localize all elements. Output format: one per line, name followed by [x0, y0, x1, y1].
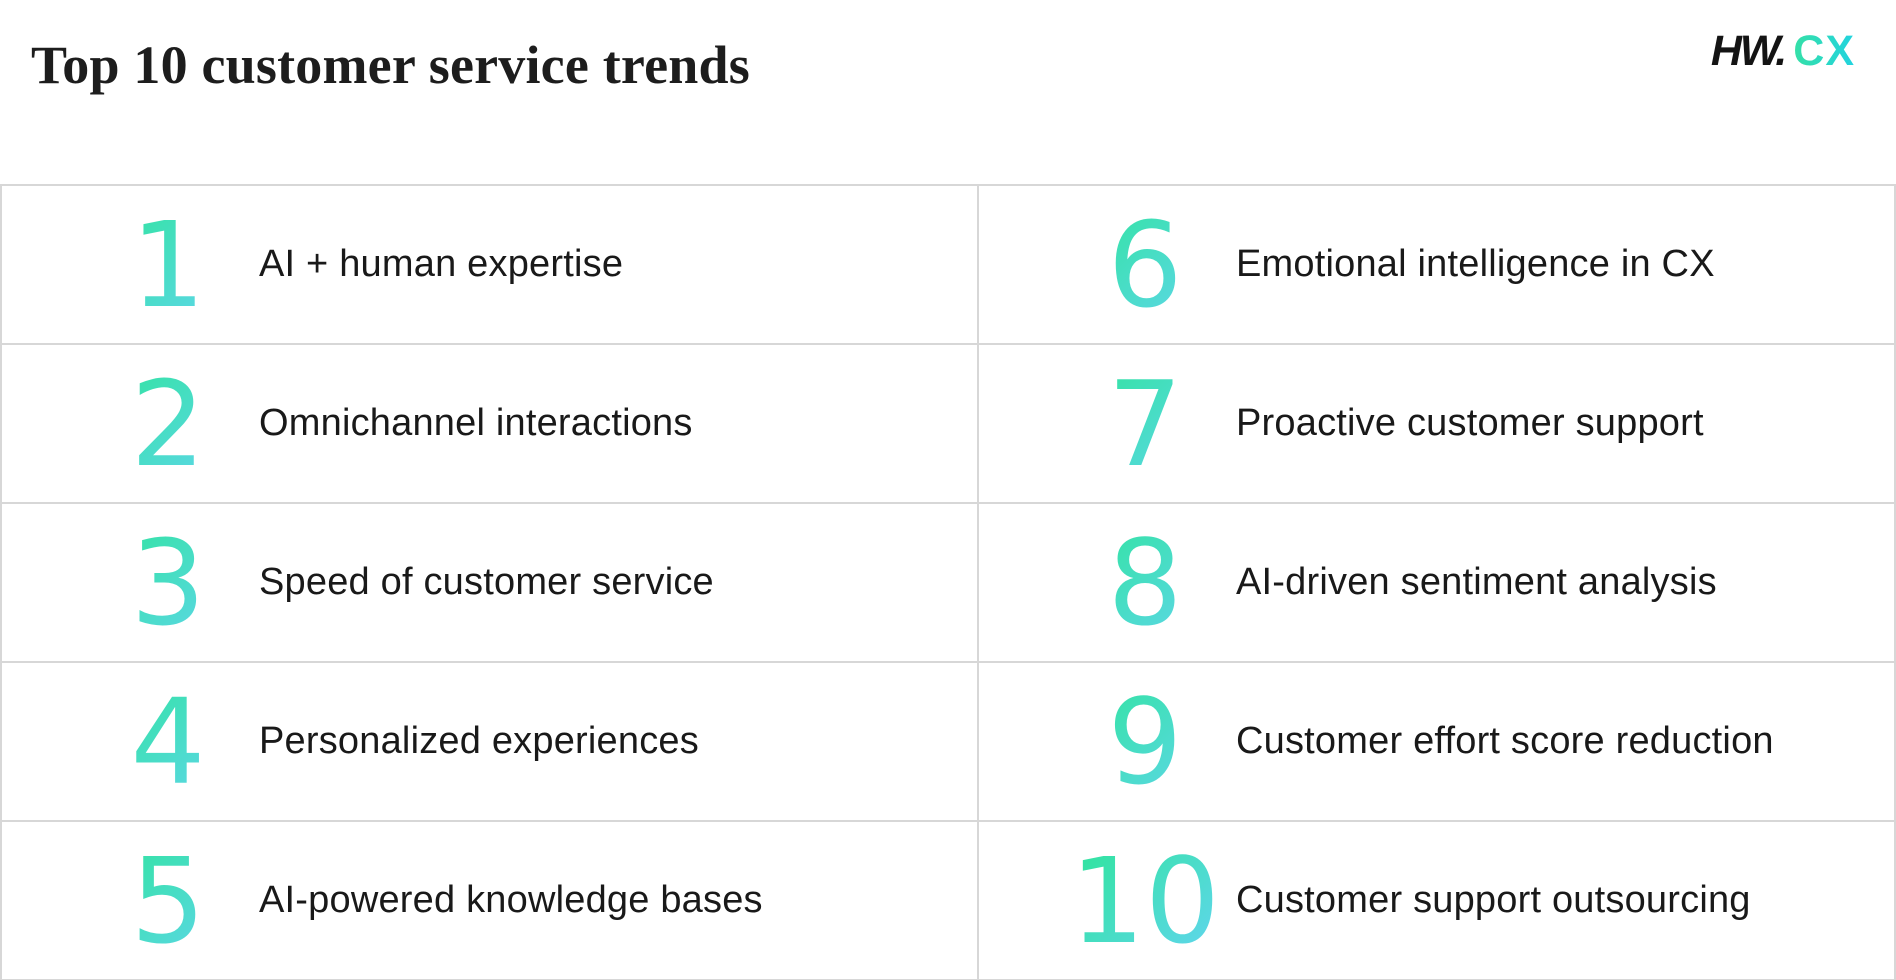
trend-item-3: 3 Speed of customer service [2, 504, 979, 663]
trend-label: Proactive customer support [1236, 402, 1704, 444]
trend-label: Personalized experiences [259, 720, 699, 762]
trend-item-6: 6 Emotional intelligence in CX [979, 186, 1896, 345]
trend-item-4: 4 Personalized experiences [2, 663, 979, 822]
trend-label: AI-powered knowledge bases [259, 879, 763, 921]
trend-item-2: 2 Omnichannel interactions [2, 345, 979, 504]
trend-item-5: 5 AI-powered knowledge bases [2, 822, 979, 980]
header: Top 10 customer service trends HW. CX [0, 0, 1896, 184]
trend-number: 7 [1065, 365, 1225, 483]
trend-item-9: 9 Customer effort score reduction [979, 663, 1896, 822]
trend-number: 5 [88, 842, 248, 960]
trend-item-1: 1 AI + human expertise [2, 186, 979, 345]
page-title: Top 10 customer service trends [31, 35, 750, 95]
brand-logo-cx: CX [1793, 27, 1855, 75]
trend-number: 1 [88, 206, 248, 324]
trend-number: 8 [1065, 524, 1225, 642]
trend-label: Customer effort score reduction [1236, 720, 1774, 762]
trend-label: AI-driven sentiment analysis [1236, 561, 1717, 603]
brand-logo: HW. CX [1711, 30, 1855, 73]
trend-label: Speed of customer service [259, 561, 714, 603]
trend-number: 3 [88, 524, 248, 642]
trend-label: Omnichannel interactions [259, 402, 693, 444]
trend-number: 2 [88, 365, 248, 483]
trend-label: Customer support outsourcing [1236, 879, 1751, 921]
trend-number: 6 [1065, 206, 1225, 324]
trend-item-7: 7 Proactive customer support [979, 345, 1896, 504]
trend-number: 4 [88, 683, 248, 801]
trends-table: 1 AI + human expertise 2 Omnichannel int… [0, 184, 1896, 980]
trend-item-10: 10 Customer support outsourcing [979, 822, 1896, 980]
trend-label: Emotional intelligence in CX [1236, 243, 1715, 285]
trend-label: AI + human expertise [259, 243, 624, 285]
trend-number: 9 [1065, 683, 1225, 801]
brand-logo-hw: HW. [1710, 27, 1787, 75]
trend-number: 10 [1065, 842, 1225, 960]
trend-item-8: 8 AI-driven sentiment analysis [979, 504, 1896, 663]
